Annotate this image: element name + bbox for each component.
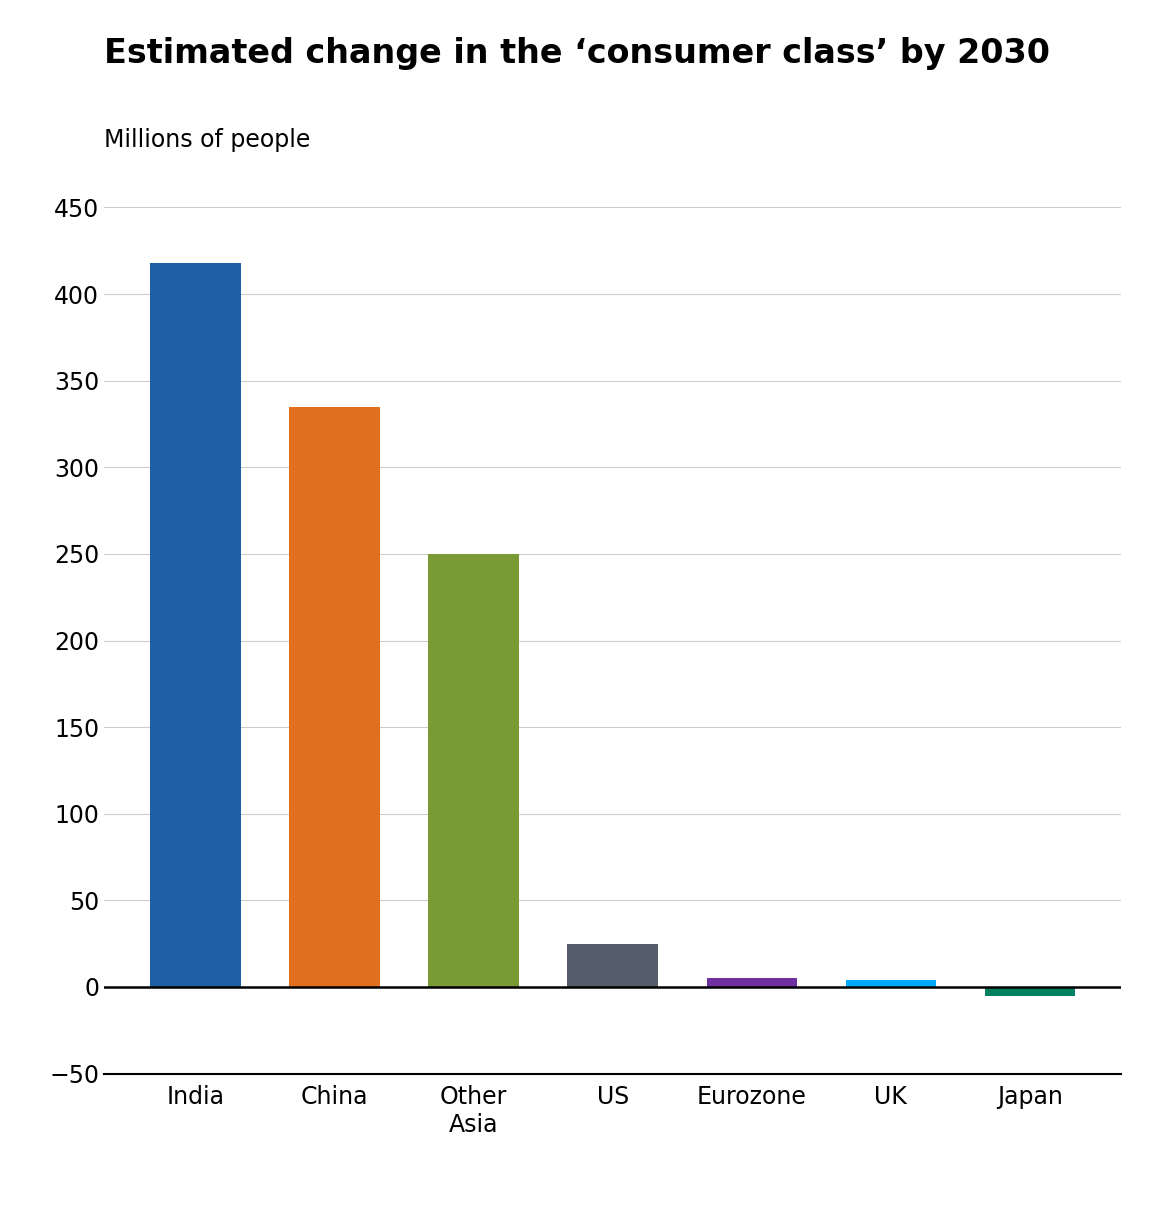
Bar (568, 944, 658, 987)
Text: Estimated change in the ‘consumer class’ by 2030: Estimated change in the ‘consumer class’… (104, 37, 1050, 70)
Bar (985, 987, 1075, 996)
Bar (289, 406, 379, 987)
Bar (706, 978, 796, 987)
Bar (846, 980, 936, 987)
Bar (150, 262, 240, 987)
Text: Millions of people: Millions of people (104, 128, 311, 152)
Bar (429, 554, 519, 987)
